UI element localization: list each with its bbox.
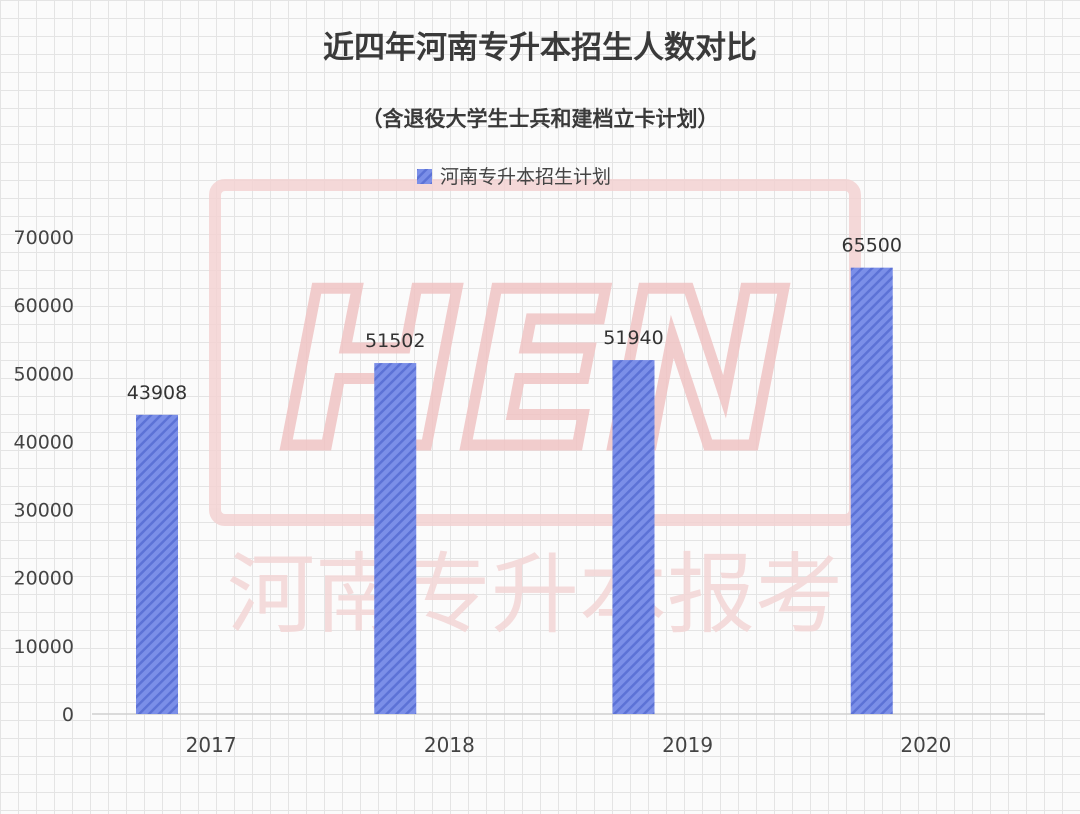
x-tick-label: 2019 [662, 733, 713, 757]
x-tick-label: 2018 [424, 733, 475, 757]
bars: 43908 51502 51940 65500 [127, 235, 902, 714]
x-axis: 2017 2018 2019 2020 [186, 733, 952, 757]
legend-swatch [417, 169, 432, 184]
y-tick-label: 40000 [14, 431, 74, 453]
bar-2019 [612, 360, 655, 714]
y-tick-label: 50000 [14, 363, 74, 385]
chart-title: 近四年河南专升本招生人数对比 [323, 30, 757, 66]
legend-label: 河南专升本招生计划 [440, 166, 611, 188]
x-tick-label: 2020 [900, 733, 951, 757]
data-label-2017: 43908 [127, 382, 187, 404]
legend: 河南专升本招生计划 [417, 166, 611, 188]
y-tick-label: 60000 [14, 295, 74, 317]
chart-subtitle: （含退役大学生士兵和建档立卡计划） [362, 107, 719, 131]
y-tick-label: 70000 [14, 227, 74, 249]
bar-2017 [136, 414, 178, 714]
y-tick-label: 20000 [14, 568, 74, 590]
watermark-caption: 河南专升本报考 [227, 543, 843, 646]
bar-2020 [850, 267, 893, 714]
watermark-logo-text: HEN [282, 245, 789, 496]
data-label-2019: 51940 [603, 327, 663, 349]
data-label-2018: 51502 [365, 330, 425, 352]
watermark: HEN 河南专升本报考 [209, 179, 861, 646]
y-axis: 0 10000 20000 30000 40000 50000 60000 70000 [14, 227, 74, 726]
y-tick-label: 0 [62, 704, 74, 726]
y-tick-label: 10000 [14, 636, 74, 658]
data-label-2020: 65500 [842, 235, 902, 257]
y-tick-label: 30000 [14, 500, 74, 522]
bar-2018 [374, 363, 417, 714]
x-tick-label: 2017 [186, 733, 237, 757]
